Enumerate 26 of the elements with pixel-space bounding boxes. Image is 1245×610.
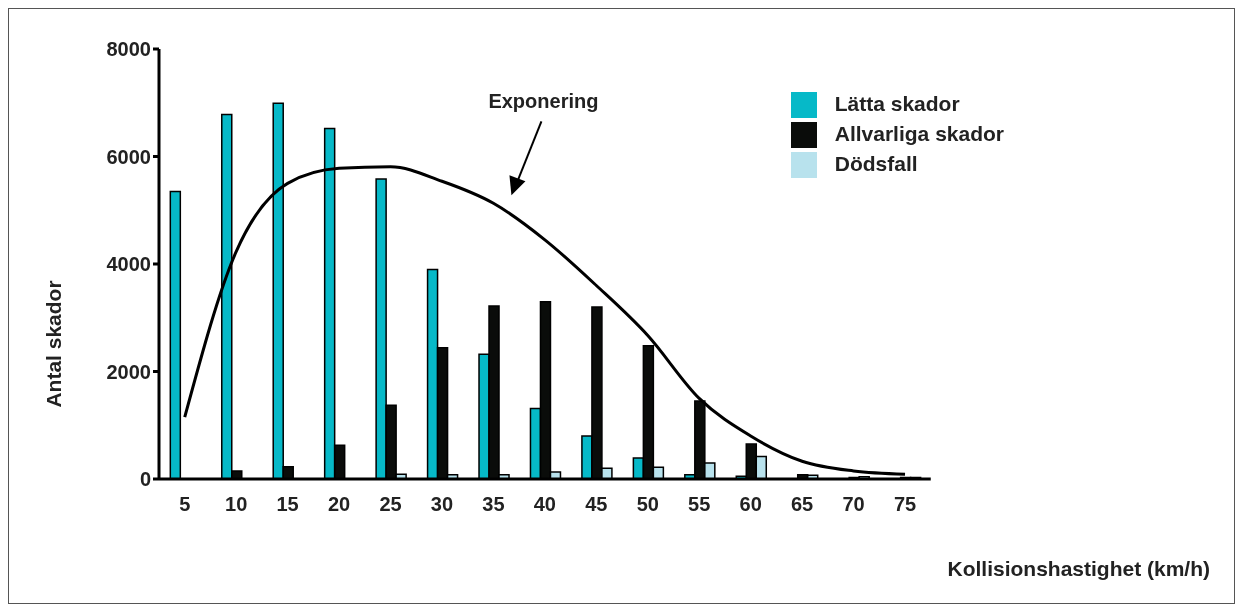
y-axis-title: Antal skador <box>42 280 66 408</box>
x-tick-label: 10 <box>225 493 248 516</box>
y-tick-label: 2000 <box>106 360 151 383</box>
x-tick-label: 75 <box>893 493 917 516</box>
x-tick-label: 15 <box>276 493 299 516</box>
x-axis-title: Kollisionshastighet (km/h) <box>947 557 1210 581</box>
x-tick-label: 55 <box>688 493 711 516</box>
legend-label: Lätta skador <box>834 92 960 115</box>
x-tick-label: 20 <box>327 493 351 516</box>
x-tick-label: 35 <box>482 493 505 516</box>
legend-label: Dödsfall <box>834 152 918 175</box>
x-tick-label: 50 <box>636 493 659 516</box>
legend-label: Allvarliga skador <box>834 122 1004 145</box>
x-tick-label: 45 <box>585 493 608 516</box>
x-tick-label: 65 <box>791 493 814 516</box>
y-tick-label: 6000 <box>106 145 151 168</box>
x-tick-label: 60 <box>739 493 762 516</box>
x-tick-label: 70 <box>842 493 865 516</box>
y-tick-label: 8000 <box>106 38 151 61</box>
x-tick-label: 30 <box>430 493 454 516</box>
x-tick-label: 25 <box>379 493 402 516</box>
x-tick-label: 5 <box>179 493 191 516</box>
y-tick-label: 4000 <box>106 253 151 276</box>
y-tick-label: 0 <box>139 468 151 491</box>
text: Exponering <box>488 90 599 113</box>
x-tick-label: 40 <box>533 493 556 516</box>
